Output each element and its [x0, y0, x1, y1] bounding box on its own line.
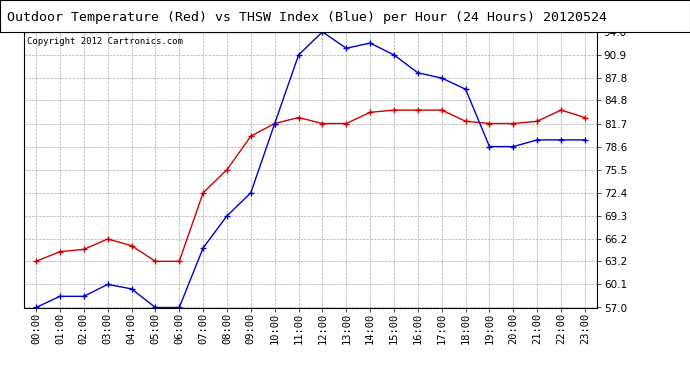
Text: Outdoor Temperature (Red) vs THSW Index (Blue) per Hour (24 Hours) 20120524: Outdoor Temperature (Red) vs THSW Index …	[7, 11, 607, 24]
Text: Copyright 2012 Cartronics.com: Copyright 2012 Cartronics.com	[27, 38, 183, 46]
